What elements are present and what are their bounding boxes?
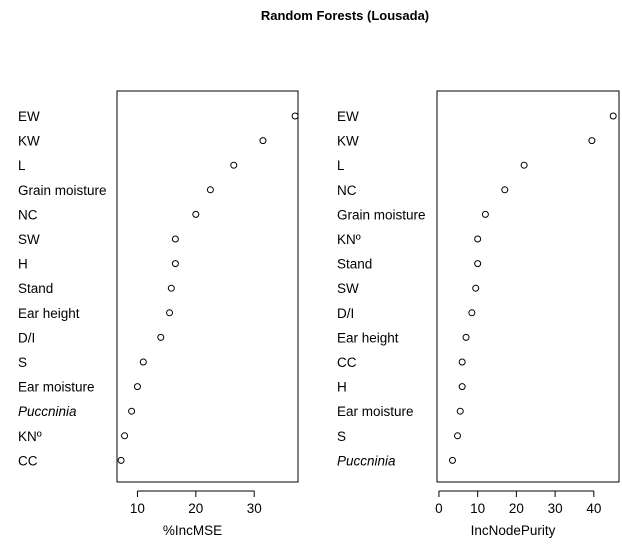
- x-tick-label: 30: [247, 501, 262, 516]
- x-tick-label: 30: [548, 501, 563, 516]
- category-label: Stand: [337, 257, 372, 272]
- data-point: [157, 333, 165, 341]
- category-label: NC: [18, 207, 38, 222]
- x-tick-label: 20: [509, 501, 524, 516]
- category-label: EW: [18, 109, 40, 124]
- x-tick-label: 10: [130, 501, 145, 516]
- category-label: L: [18, 158, 26, 173]
- data-point: [468, 309, 476, 317]
- x-tick-label: 0: [435, 501, 443, 516]
- data-point: [588, 137, 596, 145]
- category-label: L: [337, 158, 345, 173]
- category-label: CC: [337, 355, 357, 370]
- category-label: Ear moisture: [337, 404, 414, 419]
- data-point: [259, 137, 267, 145]
- x-axis-label: IncNodePurity: [471, 523, 556, 538]
- data-point: [171, 235, 179, 243]
- category-label: H: [337, 380, 347, 395]
- category-label: Ear moisture: [18, 380, 95, 395]
- plot-frame: [116, 90, 299, 483]
- data-point: [171, 260, 179, 268]
- data-point: [291, 112, 299, 120]
- data-point: [230, 161, 238, 169]
- category-label: H: [18, 257, 28, 272]
- category-label: Stand: [18, 281, 53, 296]
- category-label: KNº: [18, 429, 42, 444]
- data-point: [472, 284, 480, 292]
- category-label: Puccninia: [18, 404, 77, 419]
- data-point: [481, 210, 489, 218]
- data-point: [448, 456, 456, 464]
- category-label: KW: [18, 134, 40, 149]
- data-point: [133, 383, 141, 391]
- category-label: EW: [337, 109, 359, 124]
- data-point: [609, 112, 617, 120]
- x-axis-label: %IncMSE: [163, 523, 222, 538]
- data-point: [520, 161, 528, 169]
- category-label: S: [337, 429, 346, 444]
- category-label: Ear height: [337, 330, 399, 345]
- panel-incnodepurity: 0 10 20 30 40 IncNodePurity EW KW L NC Grain moist…: [337, 90, 620, 538]
- data-point: [192, 210, 200, 218]
- category-label: D/I: [18, 330, 35, 345]
- panel-incmse: 10 20 30 %IncMSE EW KW L Grain moisture NC SW H Sta…: [18, 90, 299, 538]
- data-point: [462, 333, 470, 341]
- category-label: SW: [337, 281, 359, 296]
- data-point: [458, 383, 466, 391]
- category-label: NC: [337, 183, 357, 198]
- category-label: D/I: [337, 306, 354, 321]
- x-tick-label: 20: [188, 501, 203, 516]
- x-tick-label: 10: [470, 501, 485, 516]
- data-point: [206, 186, 214, 194]
- data-point: [128, 407, 136, 415]
- category-label: Puccninia: [337, 453, 396, 468]
- category-label: S: [18, 355, 27, 370]
- data-point: [458, 358, 466, 366]
- data-point: [501, 186, 509, 194]
- data-point: [474, 260, 482, 268]
- data-point: [117, 456, 125, 464]
- data-point: [454, 432, 462, 440]
- data-point: [167, 284, 175, 292]
- plot-frame: [436, 90, 620, 483]
- category-label: KNº: [337, 232, 361, 247]
- data-point: [474, 235, 482, 243]
- category-label: KW: [337, 134, 359, 149]
- data-point: [121, 432, 129, 440]
- category-label: Grain moisture: [337, 207, 426, 222]
- x-tick-label: 40: [586, 501, 601, 516]
- data-point: [139, 358, 147, 366]
- category-label: Ear height: [18, 306, 80, 321]
- category-label: Grain moisture: [18, 183, 107, 198]
- category-label: SW: [18, 232, 40, 247]
- data-point: [166, 309, 174, 317]
- chart-title: Random Forests (Lousada): [261, 8, 429, 23]
- data-point: [456, 407, 464, 415]
- category-label: CC: [18, 453, 38, 468]
